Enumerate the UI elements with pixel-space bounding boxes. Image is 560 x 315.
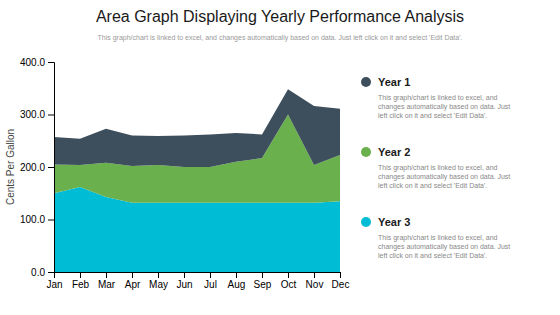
x-tick-mark: [158, 272, 159, 278]
x-tick-label: Jun: [176, 279, 192, 290]
x-tick-mark: [262, 272, 263, 278]
legend-swatch: [361, 77, 371, 87]
legend: Year 1 This graph/chart is linked to exce…: [361, 76, 510, 259]
legend-swatch: [361, 147, 371, 157]
x-tick: Sep: [254, 272, 272, 290]
x-tick: Feb: [72, 272, 90, 290]
y-tick-label: 200.0: [20, 162, 45, 173]
x-tick-label: Apr: [125, 279, 141, 290]
x-tick-label: May: [149, 279, 168, 290]
legend-note: left click on it and select 'Edit Data'.: [378, 182, 487, 189]
x-tick: Apr: [125, 272, 141, 290]
x-tick: Mar: [98, 272, 116, 290]
x-tick-label: Aug: [228, 279, 246, 290]
x-axis: Jan Feb Mar Apr May Jun Jul Aug Sep Oct Nov Dec: [46, 272, 349, 290]
x-tick-label: Jan: [46, 279, 62, 290]
x-tick-label: Oct: [281, 279, 297, 290]
x-tick: Jan: [46, 272, 62, 290]
legend-item: Year 1 This graph/chart is linked to exce…: [361, 76, 510, 119]
legend-note: left click on it and select 'Edit Data'.: [378, 112, 487, 119]
x-tick: Oct: [281, 272, 297, 290]
x-tick: Nov: [306, 272, 324, 290]
y-tick-mark: [48, 62, 54, 63]
x-tick-label: Mar: [98, 279, 116, 290]
legend-note: changes automatically based on data. Jus…: [378, 103, 510, 111]
y-axis-title: Cents Per Gallon: [5, 129, 16, 205]
plot-area: [54, 89, 340, 272]
chart: Area Graph Displaying Yearly Performance…: [0, 0, 560, 315]
y-tick: 300.0: [20, 109, 54, 120]
legend-note: This graph/chart is linked to excel, and: [378, 94, 498, 102]
legend-item: Year 3 This graph/chart is linked to exce…: [361, 216, 510, 259]
title: Area Graph Displaying Yearly Performance…: [96, 8, 464, 25]
y-tick: 400.0: [20, 57, 54, 68]
y-tick-label: 100.0: [20, 214, 45, 225]
y-tick-mark: [48, 220, 54, 221]
x-tick-mark: [340, 272, 341, 278]
x-axis-line: [55, 273, 341, 279]
legend-note: This graph/chart is linked to excel, and: [378, 234, 498, 242]
x-tick-mark: [236, 272, 237, 278]
y-axis: 0.0 100.0 200.0 300.0 400.0: [20, 57, 55, 278]
x-tick-mark: [314, 272, 315, 278]
y-tick: 0.0: [31, 267, 54, 278]
x-tick-mark: [184, 272, 185, 278]
legend-note: left click on it and select 'Edit Data'.: [378, 252, 487, 259]
x-tick-mark: [210, 272, 211, 278]
x-tick-label: Feb: [72, 279, 90, 290]
y-tick: 100.0: [20, 214, 54, 225]
area: [54, 89, 340, 167]
y-tick-label: 0.0: [31, 267, 45, 278]
legend-label: Year 3: [378, 216, 410, 228]
x-tick: Jul: [204, 272, 217, 290]
legend-label: Year 1: [378, 76, 410, 88]
subtitle: This graph/chart is linked to excel, and…: [98, 34, 463, 42]
x-tick-mark: [106, 272, 107, 278]
x-tick-label: Nov: [306, 279, 324, 290]
x-tick: May: [149, 272, 168, 290]
x-tick-label: Dec: [332, 279, 350, 290]
x-tick-mark: [80, 272, 81, 278]
y-tick-mark: [48, 272, 54, 273]
y-tick: 200.0: [20, 162, 54, 173]
legend-label: Year 2: [378, 146, 410, 158]
x-tick-mark: [132, 272, 133, 278]
legend-note: changes automatically based on data. Jus…: [378, 173, 510, 181]
legend-swatch: [361, 217, 371, 227]
x-tick: Dec: [332, 272, 350, 290]
legend-item: Year 2 This graph/chart is linked to exce…: [361, 146, 510, 189]
y-axis-line: [48, 63, 55, 273]
x-tick: Jun: [176, 272, 192, 290]
y-tick-label: 400.0: [20, 57, 45, 68]
x-tick-label: Sep: [254, 279, 272, 290]
y-tick-label: 300.0: [20, 109, 45, 120]
x-tick-label: Jul: [204, 279, 217, 290]
x-tick-mark: [288, 272, 289, 278]
y-tick-mark: [48, 167, 54, 168]
legend-note: This graph/chart is linked to excel, and: [378, 164, 498, 172]
legend-note: changes automatically based on data. Jus…: [378, 243, 510, 251]
x-tick: Aug: [228, 272, 246, 290]
y-tick-mark: [48, 115, 54, 116]
